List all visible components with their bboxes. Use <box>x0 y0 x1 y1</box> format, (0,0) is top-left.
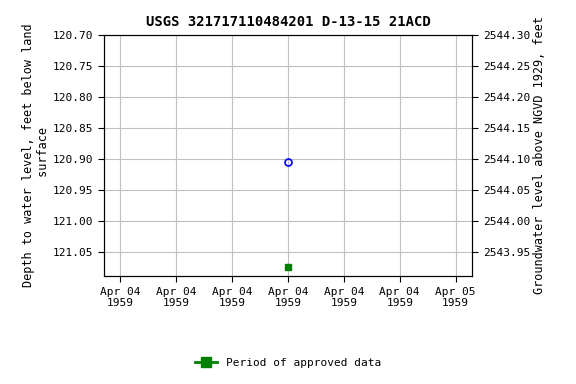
Y-axis label: Groundwater level above NGVD 1929, feet: Groundwater level above NGVD 1929, feet <box>533 17 546 295</box>
Legend: Period of approved data: Period of approved data <box>191 354 385 372</box>
Y-axis label: Depth to water level, feet below land
 surface: Depth to water level, feet below land su… <box>22 24 50 287</box>
Title: USGS 321717110484201 D-13-15 21ACD: USGS 321717110484201 D-13-15 21ACD <box>146 15 430 29</box>
